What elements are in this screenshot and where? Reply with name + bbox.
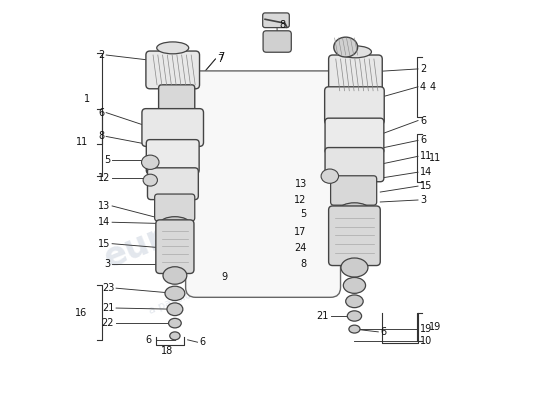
Ellipse shape [157,42,189,54]
Text: a passion for parts since 1985: a passion for parts since 1985 [147,243,307,316]
Text: 14: 14 [98,217,110,227]
Text: 12: 12 [294,195,307,205]
Text: 21: 21 [316,311,329,321]
Text: eurospares: eurospares [100,165,307,275]
Text: 6: 6 [420,136,426,146]
Text: 6: 6 [145,335,151,345]
Ellipse shape [343,278,366,293]
Ellipse shape [170,332,180,340]
Text: 3: 3 [104,258,110,268]
Text: 12: 12 [98,173,110,183]
Text: 5: 5 [300,209,307,219]
FancyBboxPatch shape [263,13,289,28]
Text: 7: 7 [217,54,224,64]
Text: 18: 18 [161,346,173,356]
FancyBboxPatch shape [146,51,200,89]
Text: 8: 8 [279,20,285,30]
Ellipse shape [346,295,363,308]
Text: 1: 1 [84,94,90,104]
Text: 6: 6 [420,116,426,126]
Text: 17: 17 [294,227,307,237]
Ellipse shape [163,267,187,284]
Ellipse shape [321,169,339,183]
Text: 13: 13 [295,179,307,189]
Text: 16: 16 [75,308,87,318]
Text: 21: 21 [102,303,114,313]
Text: 11: 11 [420,151,432,161]
Text: 8: 8 [301,258,307,268]
Text: 4: 4 [429,82,435,92]
Text: 5: 5 [104,155,110,165]
Text: 8: 8 [98,132,104,142]
Text: 23: 23 [102,283,114,293]
Text: 9: 9 [221,272,227,282]
Ellipse shape [141,155,159,170]
FancyBboxPatch shape [142,109,204,146]
FancyBboxPatch shape [325,118,384,154]
FancyBboxPatch shape [329,206,380,266]
Text: 11: 11 [429,153,441,163]
FancyBboxPatch shape [147,168,199,200]
Ellipse shape [334,37,358,57]
FancyBboxPatch shape [324,87,384,124]
FancyBboxPatch shape [155,194,195,221]
FancyBboxPatch shape [156,220,194,274]
Text: 6: 6 [380,327,387,337]
Text: 19: 19 [420,324,432,334]
Ellipse shape [168,318,182,328]
FancyBboxPatch shape [146,140,199,174]
Ellipse shape [341,258,368,277]
Text: 15: 15 [420,181,432,191]
Text: 10: 10 [420,336,432,346]
FancyBboxPatch shape [158,85,195,116]
Text: 11: 11 [76,138,89,148]
Text: 13: 13 [98,201,110,211]
Text: 4: 4 [420,82,426,92]
Ellipse shape [339,46,371,58]
FancyBboxPatch shape [329,55,382,95]
FancyBboxPatch shape [186,71,340,297]
Ellipse shape [160,217,190,231]
Text: 2: 2 [420,64,426,74]
Text: 24: 24 [294,244,307,254]
Text: 14: 14 [420,167,432,177]
FancyBboxPatch shape [263,31,292,52]
Text: 6: 6 [200,337,206,347]
Text: 19: 19 [429,322,441,332]
Ellipse shape [349,325,360,333]
Ellipse shape [143,174,157,186]
Ellipse shape [339,203,370,217]
Text: 3: 3 [420,195,426,205]
Text: 22: 22 [102,318,114,328]
Ellipse shape [347,311,361,321]
FancyBboxPatch shape [325,148,384,182]
Text: 15: 15 [98,239,110,249]
Text: 6: 6 [98,108,104,118]
Ellipse shape [165,286,185,300]
Text: 2: 2 [98,50,104,60]
Ellipse shape [167,303,183,316]
Text: 7: 7 [218,52,224,62]
FancyBboxPatch shape [331,176,377,205]
